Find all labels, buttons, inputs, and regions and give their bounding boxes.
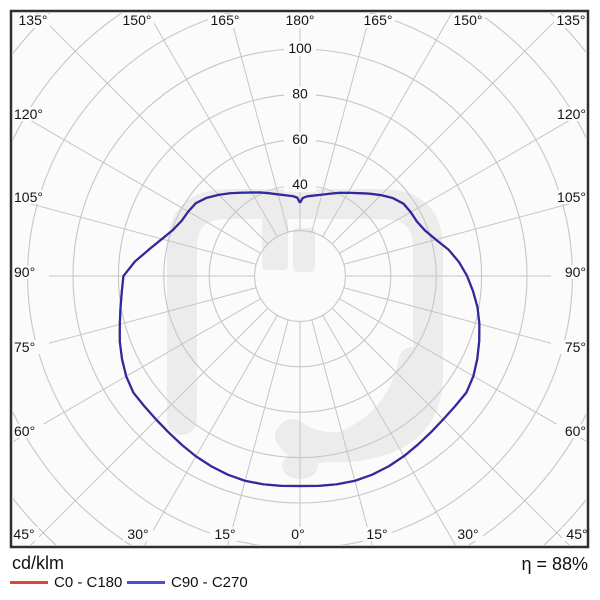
svg-text:0°: 0° xyxy=(291,526,304,542)
svg-text:75°: 75° xyxy=(565,339,586,355)
svg-text:40: 40 xyxy=(292,176,308,192)
axis-labels: 135° 150° 165° 180° 165° 150° 135° 45° 30° 15° 0° 1… xyxy=(9,12,592,542)
svg-text:15°: 15° xyxy=(214,526,235,542)
svg-text:60°: 60° xyxy=(565,423,586,439)
svg-text:60: 60 xyxy=(292,131,308,147)
legend-label-c90-c270: C90 - C270 xyxy=(171,574,248,591)
unit-label: cd/klm xyxy=(12,553,65,573)
svg-text:60°: 60° xyxy=(14,423,35,439)
legend-item-c0-c180: C0 - C180 xyxy=(10,574,122,591)
svg-text:165°: 165° xyxy=(364,12,393,28)
svg-text:45°: 45° xyxy=(13,526,34,542)
svg-text:105°: 105° xyxy=(557,189,586,205)
svg-text:80: 80 xyxy=(292,85,308,101)
svg-text:15°: 15° xyxy=(366,526,387,542)
svg-text:90°: 90° xyxy=(14,264,35,280)
svg-text:30°: 30° xyxy=(127,526,148,542)
c90-c270-line-swatch xyxy=(127,581,165,584)
plot-border xyxy=(9,9,590,549)
svg-text:180°: 180° xyxy=(286,12,315,28)
svg-text:90°: 90° xyxy=(565,264,586,280)
svg-text:105°: 105° xyxy=(14,189,43,205)
svg-text:165°: 165° xyxy=(211,12,240,28)
svg-text:45°: 45° xyxy=(566,526,587,542)
svg-text:135°: 135° xyxy=(557,12,586,28)
chart-footer: cd/klm η = 88% C0 - C180 C90 - C270 xyxy=(0,548,600,600)
curve-c90-c270 xyxy=(118,191,481,488)
c0-c180-line-swatch xyxy=(10,581,48,584)
svg-text:150°: 150° xyxy=(454,12,483,28)
legend-label-c0-c180: C0 - C180 xyxy=(54,574,123,591)
svg-text:120°: 120° xyxy=(14,106,43,122)
svg-text:120°: 120° xyxy=(557,106,586,122)
efficiency-label: η = 88% xyxy=(521,554,588,574)
legend-item-c90-c270: C90 - C270 xyxy=(127,574,248,591)
svg-text:100: 100 xyxy=(288,40,312,56)
svg-text:75°: 75° xyxy=(14,339,35,355)
svg-text:135°: 135° xyxy=(19,12,48,28)
svg-text:150°: 150° xyxy=(123,12,152,28)
svg-text:30°: 30° xyxy=(457,526,478,542)
